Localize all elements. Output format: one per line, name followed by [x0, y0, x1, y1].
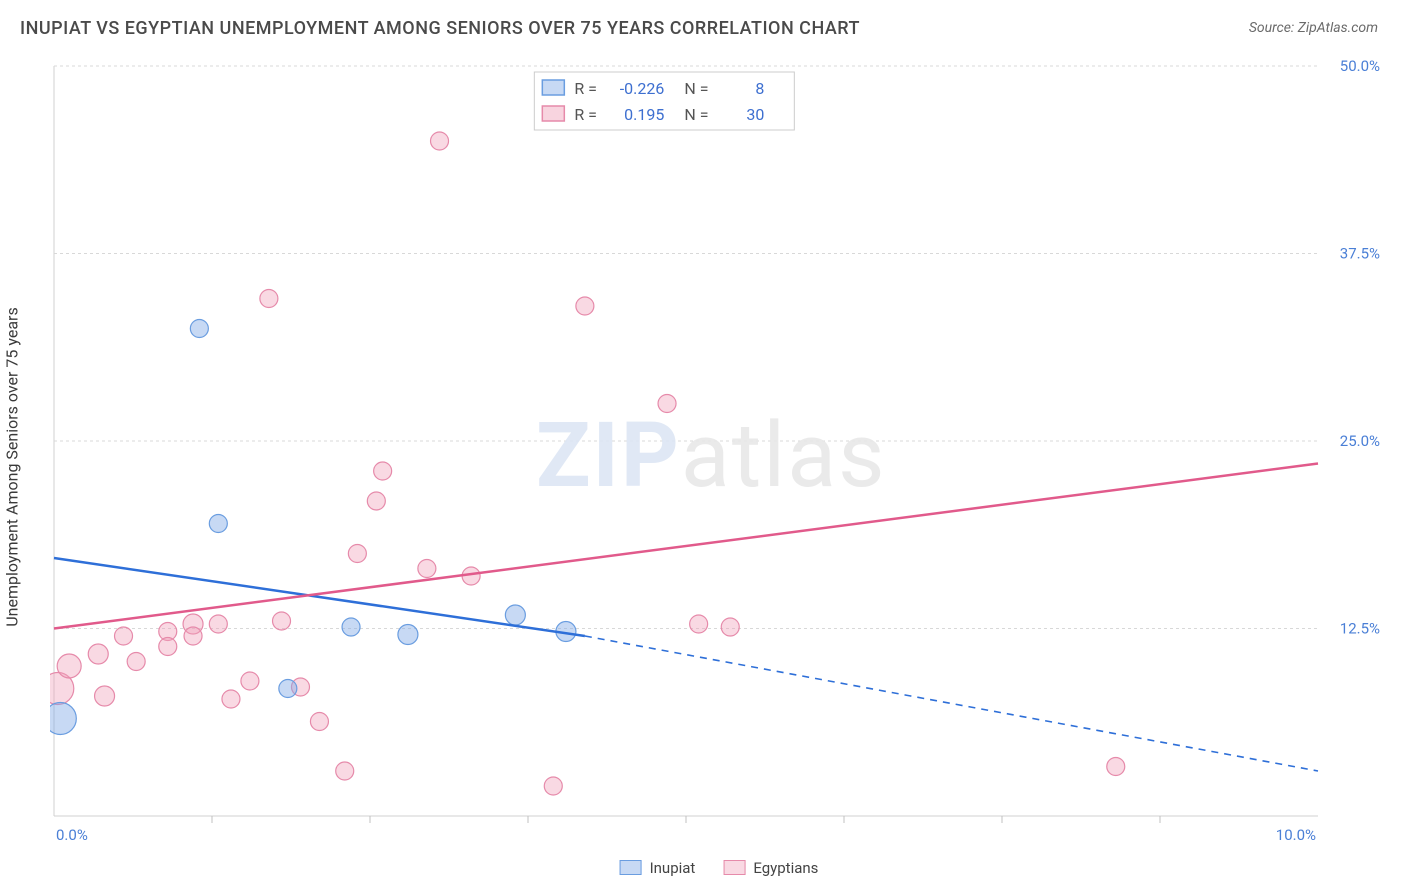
data-point — [209, 515, 227, 533]
data-point — [576, 297, 594, 315]
svg-text:0.0%: 0.0% — [56, 826, 88, 844]
legend-swatch — [723, 860, 745, 875]
data-point — [115, 627, 133, 645]
data-point — [367, 492, 385, 510]
svg-text:50.0%: 50.0% — [1340, 60, 1380, 75]
data-point — [222, 690, 240, 708]
data-point — [241, 672, 259, 690]
data-point — [159, 638, 177, 656]
data-point — [273, 612, 291, 630]
data-point — [184, 627, 202, 645]
data-point — [374, 462, 392, 480]
data-point — [431, 132, 449, 150]
svg-text:8: 8 — [755, 79, 764, 98]
svg-text:30: 30 — [746, 105, 764, 124]
data-point — [95, 686, 115, 706]
data-point — [505, 605, 525, 625]
data-point — [260, 290, 278, 308]
data-point — [342, 618, 360, 636]
y-axis-label: Unemployment Among Seniors over 75 years — [3, 257, 22, 677]
chart-area: Unemployment Among Seniors over 75 years… — [50, 60, 1388, 874]
scatter-plot: 50.0% 37.5% 25.0% 12.5% 0.0% 10.0% ZIPatlas R =… — [50, 60, 1388, 846]
data-point — [209, 615, 227, 633]
data-point — [658, 395, 676, 413]
legend: Inupiat Egyptians — [620, 859, 819, 877]
data-point — [50, 703, 76, 735]
svg-text:12.5%: 12.5% — [1340, 620, 1380, 638]
svg-text:25.0%: 25.0% — [1340, 432, 1380, 450]
legend-item: Inupiat — [620, 859, 696, 877]
chart-title: INUPIAT VS EGYPTIAN UNEMPLOYMENT AMONG S… — [20, 18, 1386, 39]
data-point — [57, 654, 81, 678]
trend-line-extrapolated — [585, 636, 1318, 771]
source-label: Source: ZipAtlas.com — [1249, 20, 1378, 36]
legend-swatch — [542, 106, 564, 121]
svg-text:ZIPatlas: ZIPatlas — [536, 403, 887, 508]
data-point — [336, 762, 354, 780]
data-point — [690, 615, 708, 633]
legend-item: Egyptians — [723, 859, 818, 877]
data-point — [310, 713, 328, 731]
svg-text:N =: N = — [684, 105, 708, 124]
data-point — [127, 653, 145, 671]
svg-text:N =: N = — [684, 79, 708, 98]
svg-text:10.0%: 10.0% — [1276, 826, 1316, 844]
data-point — [190, 320, 208, 338]
data-point — [1107, 758, 1125, 776]
svg-text:R =: R = — [574, 105, 597, 124]
svg-text:37.5%: 37.5% — [1340, 245, 1380, 263]
data-point — [721, 618, 739, 636]
legend-swatch — [542, 80, 564, 95]
data-point — [279, 680, 297, 698]
svg-text:-0.226: -0.226 — [620, 79, 665, 98]
data-point — [418, 560, 436, 578]
svg-text:0.195: 0.195 — [624, 105, 664, 124]
data-point — [398, 625, 418, 645]
data-point — [88, 644, 108, 664]
data-point — [544, 777, 562, 795]
data-point — [348, 545, 366, 563]
svg-text:R =: R = — [574, 79, 597, 98]
legend-swatch — [620, 860, 642, 875]
